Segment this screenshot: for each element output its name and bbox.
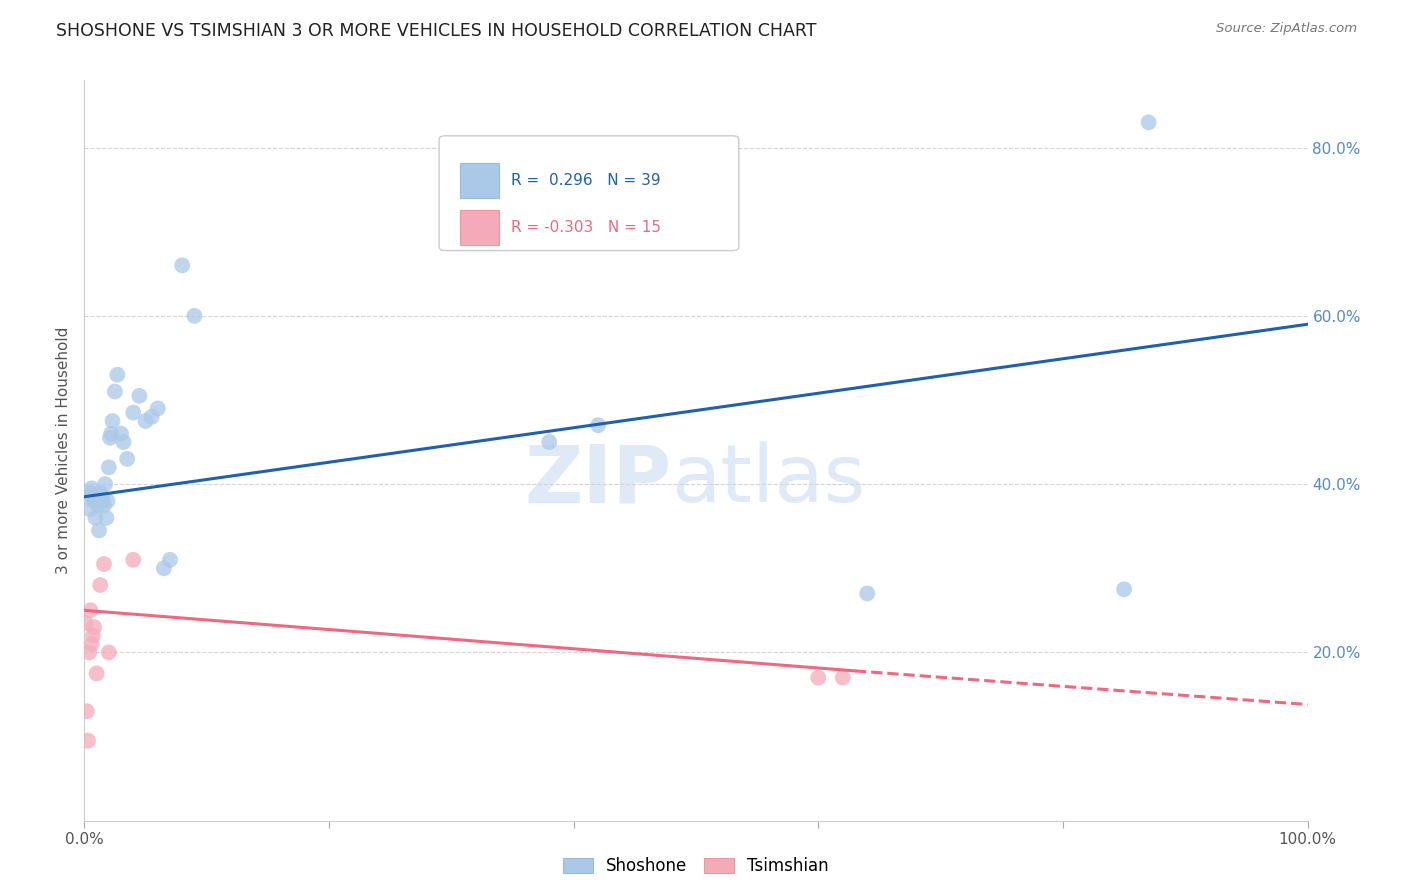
Point xyxy=(97,460,120,475)
Point xyxy=(183,309,205,323)
Point xyxy=(141,409,163,424)
Point xyxy=(172,259,194,273)
Point xyxy=(98,431,121,445)
Point xyxy=(77,490,100,504)
Point xyxy=(84,510,107,524)
Point xyxy=(122,553,145,567)
Point xyxy=(90,490,112,504)
Point xyxy=(77,485,100,500)
Bar xyxy=(460,210,499,245)
Point xyxy=(856,586,879,600)
Point xyxy=(128,389,150,403)
Point xyxy=(1114,582,1136,597)
Point xyxy=(82,490,104,504)
Text: atlas: atlas xyxy=(672,441,866,519)
Point xyxy=(831,671,853,685)
Point xyxy=(1137,115,1160,129)
Point xyxy=(97,494,120,508)
Point xyxy=(97,645,120,659)
Point xyxy=(86,666,108,681)
Point xyxy=(87,498,110,512)
Y-axis label: 3 or more Vehicles in Household: 3 or more Vehicles in Household xyxy=(56,326,72,574)
Text: SHOSHONE VS TSIMSHIAN 3 OR MORE VEHICLES IN HOUSEHOLD CORRELATION CHART: SHOSHONE VS TSIMSHIAN 3 OR MORE VEHICLES… xyxy=(56,22,817,40)
Point xyxy=(77,645,100,659)
Point xyxy=(135,414,157,428)
FancyBboxPatch shape xyxy=(439,136,738,251)
Point xyxy=(153,561,176,575)
Text: ZIP: ZIP xyxy=(524,441,672,519)
Text: R =  0.296   N = 39: R = 0.296 N = 39 xyxy=(512,173,661,188)
Point xyxy=(122,406,145,420)
Legend: Shoshone, Tsimshian: Shoshone, Tsimshian xyxy=(562,857,830,875)
Point xyxy=(538,435,561,450)
Point xyxy=(89,578,111,592)
Point xyxy=(83,494,105,508)
Text: R = -0.303   N = 15: R = -0.303 N = 15 xyxy=(512,220,661,235)
Point xyxy=(79,603,101,617)
Point xyxy=(79,502,101,516)
Point xyxy=(89,485,111,500)
Point xyxy=(146,401,169,416)
Point xyxy=(80,637,103,651)
Point xyxy=(104,384,127,399)
Point xyxy=(82,628,104,642)
Point xyxy=(101,414,124,428)
Text: Source: ZipAtlas.com: Source: ZipAtlas.com xyxy=(1216,22,1357,36)
Point xyxy=(93,498,115,512)
Point xyxy=(80,481,103,495)
Point xyxy=(112,435,135,450)
Point xyxy=(93,557,115,571)
Point xyxy=(75,615,97,630)
Point xyxy=(586,418,609,433)
Point xyxy=(115,451,138,466)
Point xyxy=(83,620,105,634)
Point xyxy=(76,704,98,718)
Point xyxy=(807,671,830,685)
Point xyxy=(110,426,132,441)
Point xyxy=(86,490,108,504)
Bar xyxy=(460,162,499,198)
Point xyxy=(96,510,118,524)
Point xyxy=(77,733,100,747)
Point xyxy=(87,524,110,538)
Point xyxy=(100,426,122,441)
Point xyxy=(91,494,114,508)
Point xyxy=(105,368,128,382)
Point xyxy=(94,477,117,491)
Point xyxy=(159,553,181,567)
